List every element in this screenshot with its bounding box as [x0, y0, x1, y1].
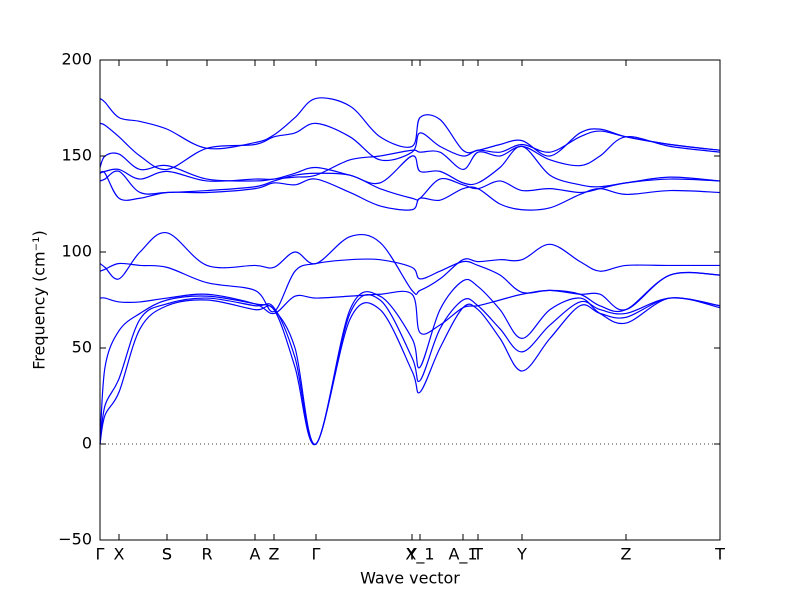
band-line: [99, 170, 721, 201]
x-tick-label: T: [472, 545, 483, 564]
y-tick-label: 50: [72, 338, 92, 357]
x-tick-label: Z: [621, 545, 632, 564]
y-tick-label: −50: [58, 530, 92, 549]
band-line: [99, 232, 720, 296]
x-tick-label: A_1: [448, 545, 477, 565]
x-axis-label: Wave vector: [360, 569, 460, 588]
band-line: [99, 97, 721, 157]
x-tick-label: X: [114, 545, 125, 564]
y-tick-label: 150: [61, 146, 92, 165]
x-tick-label: Y: [516, 545, 527, 564]
x-tick-label: S: [162, 545, 172, 564]
x-tick-label: T: [714, 545, 725, 564]
band-line: [99, 136, 721, 182]
x-tick-label: Γ: [312, 545, 321, 564]
band-line: [99, 278, 721, 445]
x-tick-label: Z: [269, 545, 280, 564]
x-tick-label: R: [201, 545, 212, 564]
band-line: [99, 145, 721, 188]
y-tick-label: 200: [61, 50, 92, 69]
x-tick-label: A: [250, 545, 261, 564]
y-tick-label: 0: [82, 434, 92, 453]
x-tick-label: S: [162, 545, 172, 564]
band-line: [99, 297, 721, 445]
y-tick-label: 100: [61, 242, 92, 261]
y-axis-label: Frequency (cm⁻¹): [30, 230, 49, 369]
x-tick-label: Γ: [96, 545, 105, 564]
band-line: [99, 294, 721, 445]
band-line: [99, 258, 721, 313]
band-line: [99, 122, 721, 171]
x-tick-label: X_1: [405, 545, 434, 565]
x-tick-label: Y: [406, 545, 417, 564]
plot-frame: [99, 59, 721, 541]
